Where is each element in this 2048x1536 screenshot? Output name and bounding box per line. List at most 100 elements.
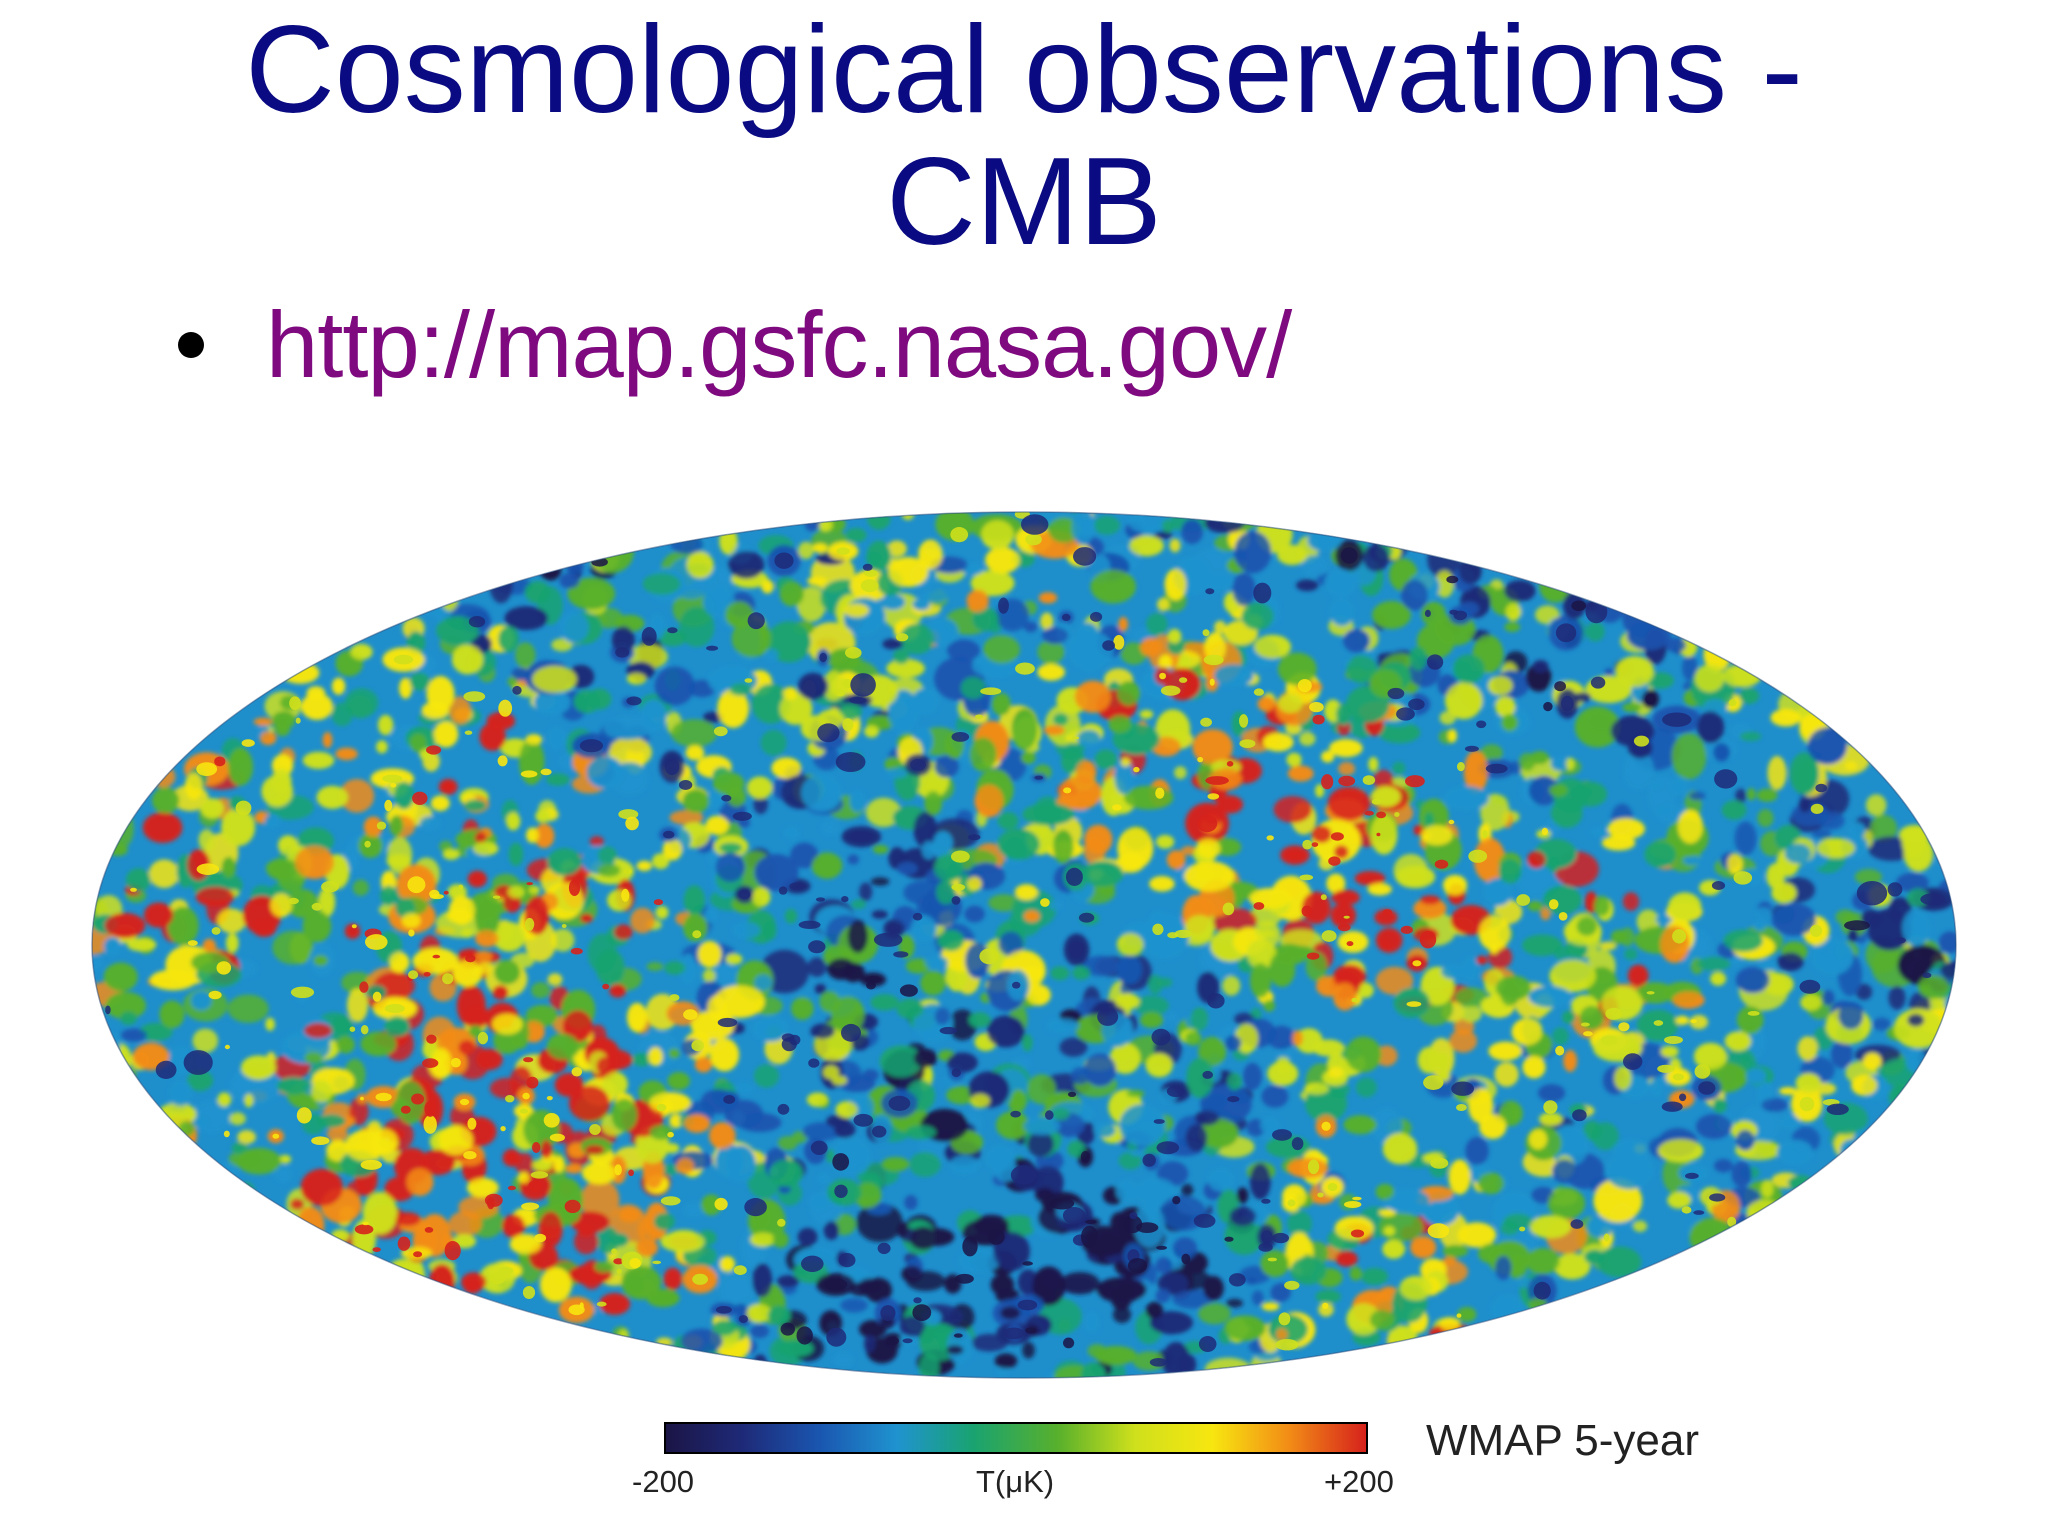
cmb-fluctuation: [1465, 1137, 1489, 1165]
cmb-fluctuation: [1072, 966, 1090, 980]
cmb-hot-spot: [1239, 739, 1256, 748]
cmb-fluctuation: [701, 1194, 722, 1216]
cmb-cold-spot: [1062, 1207, 1086, 1224]
cmb-fluctuation: [1835, 909, 1856, 925]
cmb-hot-spot: [1419, 931, 1437, 949]
cmb-hot-spot: [489, 1272, 506, 1285]
cmb-cold-spot: [738, 890, 751, 900]
cmb-fluctuation: [896, 862, 918, 875]
cmb-fluctuation: [1129, 535, 1164, 557]
cmb-fluctuation: [1761, 1098, 1788, 1112]
cmb-fluctuation: [1738, 1055, 1751, 1071]
cmb-cold-spot: [626, 696, 642, 706]
cmb-hot-spot: [407, 876, 426, 894]
wmap-link[interactable]: http://map.gsfc.nasa.gov/: [266, 292, 1292, 397]
cmb-fluctuation: [797, 672, 829, 700]
cmb-cold-spot: [663, 830, 675, 839]
cmb-cold-spot: [777, 1103, 790, 1115]
cmb-fluctuation: [1053, 713, 1069, 726]
cmb-hot-spot: [492, 895, 501, 899]
cmb-fluctuation: [1831, 1040, 1853, 1069]
cmb-hot-spot: [477, 1031, 489, 1045]
cmb-cold-spot: [1543, 701, 1553, 712]
cmb-hot-spot: [1605, 1007, 1623, 1020]
cmb-hot-spot: [384, 1004, 405, 1013]
cmb-fluctuation: [336, 1036, 355, 1054]
cmb-hot-spot: [1203, 654, 1224, 666]
cmb-cold-spot: [1085, 1219, 1097, 1224]
cmb-fluctuation: [229, 1112, 246, 1126]
cmb-fluctuation: [1198, 1303, 1231, 1325]
cmb-hot-spot: [498, 1266, 514, 1275]
cmb-fluctuation: [107, 843, 128, 856]
cmb-hot-spot: [621, 888, 630, 902]
cmb-cold-spot: [1572, 1109, 1587, 1122]
cmb-hot-spot: [408, 970, 419, 980]
cmb-fluctuation: [1784, 843, 1812, 864]
cmb-hot-spot: [359, 981, 369, 993]
cmb-hot-spot: [1728, 699, 1737, 707]
cmb-fluctuation: [864, 725, 879, 738]
cmb-hot-spot: [1657, 1064, 1675, 1073]
cmb-cold-spot: [862, 563, 873, 571]
cmb-fluctuation: [886, 658, 925, 678]
cmb-fluctuation: [1604, 668, 1614, 676]
cmb-hot-spot: [505, 1095, 515, 1103]
cmb-fluctuation: [791, 997, 814, 1020]
cmb-cold-spot: [1396, 707, 1415, 721]
cmb-fluctuation: [707, 789, 726, 810]
cmb-fluctuation: [1369, 1309, 1395, 1330]
cmb-fluctuation: [718, 1271, 756, 1308]
cmb-fluctuation: [479, 723, 506, 751]
cmb-hot-spot: [1113, 635, 1125, 650]
cmb-cold-spot: [887, 923, 901, 934]
cmb-fluctuation: [1286, 752, 1302, 767]
cmb-fluctuation: [997, 828, 1040, 860]
cmb-fluctuation: [1032, 1266, 1066, 1306]
bullet-item: http://map.gsfc.nasa.gov/: [178, 290, 1292, 400]
cmb-fluctuation: [1551, 799, 1583, 828]
cmb-hot-spot: [423, 972, 431, 977]
cmb-fluctuation: [904, 1195, 918, 1210]
cmb-fluctuation: [1346, 655, 1378, 684]
cmb-cold-spot: [1555, 623, 1577, 643]
cmb-cold-spot: [1065, 867, 1083, 886]
cmb-fluctuation: [1333, 982, 1357, 1011]
cmb-fluctuation: [1851, 1074, 1878, 1096]
cmb-fluctuation: [1695, 1114, 1732, 1139]
cmb-fluctuation: [1490, 1294, 1525, 1325]
cmb-fluctuation: [969, 737, 997, 772]
cmb-cold-spot: [987, 1228, 1005, 1245]
cmb-hot-spot: [458, 884, 464, 890]
cmb-cold-spot: [1080, 1151, 1090, 1163]
cmb-fluctuation: [241, 1055, 276, 1080]
cmb-fluctuation: [934, 755, 959, 778]
cmb-hot-spot: [611, 1248, 617, 1254]
cmb-fluctuation: [1795, 1073, 1822, 1093]
cmb-cold-spot: [849, 831, 874, 842]
cmb-fluctuation: [1528, 1129, 1548, 1150]
cmb-fluctuation: [350, 643, 373, 660]
cmb-fluctuation: [1067, 1140, 1085, 1158]
cmb-fluctuation: [159, 1000, 185, 1029]
cmb-fluctuation: [191, 1117, 208, 1128]
cmb-fluctuation: [812, 543, 828, 553]
cmb-fluctuation: [1229, 1206, 1256, 1227]
cmb-fluctuation: [1214, 620, 1227, 634]
cmb-fluctuation: [802, 1122, 841, 1141]
cmb-fluctuation: [1771, 903, 1816, 936]
cmb-fluctuation: [92, 955, 104, 971]
colorbar-max-label: +200: [1324, 1464, 1394, 1499]
cmb-cold-spot: [732, 811, 752, 821]
cmb-fluctuation: [559, 573, 580, 589]
cmb-cold-spot: [841, 896, 849, 903]
cmb-hot-spot: [1427, 1223, 1450, 1239]
cmb-fluctuation: [1050, 966, 1070, 981]
cmb-hot-spot: [196, 762, 218, 776]
cmb-fluctuation: [1439, 1317, 1461, 1331]
cmb-cold-spot: [1662, 712, 1692, 727]
cmb-cold-spot: [1685, 1172, 1699, 1179]
cmb-cold-spot: [747, 612, 765, 630]
cmb-cold-spot: [1069, 941, 1084, 959]
cmb-fluctuation: [1278, 652, 1317, 686]
